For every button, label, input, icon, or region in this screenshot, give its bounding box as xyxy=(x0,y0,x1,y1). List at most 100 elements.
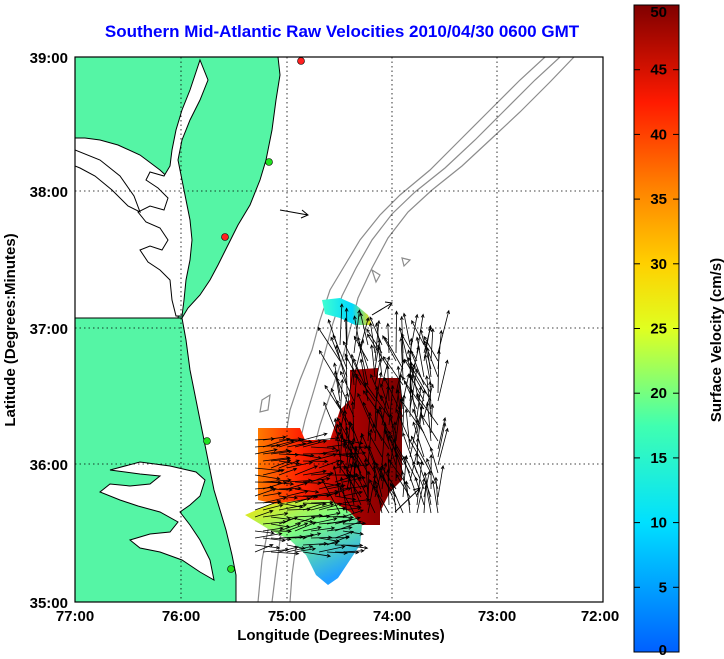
velocity-vector xyxy=(408,373,413,418)
velocity-vector xyxy=(423,335,439,362)
velocity-vector xyxy=(324,384,341,410)
colorbar-tick-label: 30 xyxy=(650,256,667,273)
velocity-vector xyxy=(416,477,426,514)
velocity-vector xyxy=(326,443,347,448)
velocity-vector xyxy=(270,449,293,455)
velocity-vector xyxy=(345,425,355,466)
x-tick: 74:00 xyxy=(373,608,411,625)
velocity-vector xyxy=(294,516,316,525)
velocity-vector xyxy=(411,319,425,346)
colorbar xyxy=(633,4,680,653)
velocity-vector xyxy=(353,373,359,410)
velocity-vector xyxy=(364,381,390,418)
velocity-vector xyxy=(342,530,364,536)
velocity-vector xyxy=(332,465,341,498)
velocity-vector xyxy=(359,358,369,402)
velocity-vector xyxy=(357,336,369,370)
y-tick: 35:00 xyxy=(30,595,68,612)
velocity-vector xyxy=(334,520,362,532)
velocity-vector xyxy=(437,416,447,450)
velocity-vector xyxy=(254,448,278,455)
velocity-vector xyxy=(302,532,322,539)
velocity-vector xyxy=(334,515,355,520)
velocity-vector xyxy=(302,551,332,558)
velocity-vector xyxy=(358,445,376,474)
colorbar-tick-label: 35 xyxy=(650,191,667,208)
velocity-vector xyxy=(348,438,369,474)
chesapeake-bay xyxy=(137,58,209,317)
velocity-vector xyxy=(254,474,281,481)
velocity-vector xyxy=(278,503,308,511)
velocity-patch-low xyxy=(245,500,362,585)
plot-border xyxy=(74,56,604,603)
velocity-vector xyxy=(254,532,283,539)
velocity-vector xyxy=(286,545,314,553)
velocity-vector xyxy=(342,509,365,518)
velocity-vector xyxy=(333,370,341,402)
velocity-vector xyxy=(366,333,390,370)
velocity-vector xyxy=(396,389,404,434)
graticule xyxy=(75,57,603,602)
velocity-vector xyxy=(278,438,305,448)
x-tick: 72:00 xyxy=(581,608,619,625)
velocity-vector xyxy=(317,326,341,362)
velocity-vector xyxy=(340,370,355,402)
velocity-vector xyxy=(310,535,333,540)
velocity-vector xyxy=(262,526,284,532)
velocity-vector xyxy=(388,430,404,458)
velocity-vector xyxy=(410,435,432,474)
velocity-vector xyxy=(310,473,333,483)
y-tick: 39:00 xyxy=(30,50,68,67)
velocity-vector xyxy=(302,432,328,441)
velocity-vector xyxy=(332,334,348,370)
velocity-vector xyxy=(430,327,435,362)
velocity-vector xyxy=(424,484,432,514)
velocity-vector xyxy=(339,434,344,474)
velocity-vector xyxy=(262,435,287,441)
y-tick: 38:00 xyxy=(30,184,68,201)
velocity-vector xyxy=(416,394,439,426)
velocity-vector xyxy=(388,384,395,426)
velocity-vector xyxy=(310,526,336,532)
velocity-vector xyxy=(262,496,288,504)
velocity-vector xyxy=(399,398,425,434)
velocity-vector xyxy=(302,525,322,532)
velocity-vector xyxy=(302,439,328,448)
velocity-vector xyxy=(302,469,327,476)
y-axis-label: Latitude (Degrees:Minutes) xyxy=(2,233,19,426)
velocity-vector xyxy=(436,349,441,394)
velocity-vector xyxy=(278,545,299,553)
colorbar-tick-label: 10 xyxy=(650,515,667,532)
velocity-vector xyxy=(428,380,432,410)
velocity-vector xyxy=(374,319,381,362)
velocity-vector xyxy=(372,423,390,450)
velocity-vector xyxy=(395,408,411,442)
velocity-vector xyxy=(402,455,418,498)
velocity-vector xyxy=(336,462,362,498)
velocity-vector xyxy=(278,495,299,500)
colorbar-tick-label: 25 xyxy=(650,321,667,338)
velocity-vector xyxy=(431,479,439,514)
velocity-vector xyxy=(254,500,282,511)
velocity-vector xyxy=(394,310,399,354)
y-tick: 37:00 xyxy=(30,321,68,338)
velocity-vector xyxy=(425,346,432,378)
velocity-vector xyxy=(318,545,346,553)
velocity-vector xyxy=(437,427,449,466)
velocity-vector xyxy=(346,437,356,474)
velocity-vector xyxy=(437,422,447,458)
velocity-vector xyxy=(355,472,376,514)
velocity-vector xyxy=(399,337,404,378)
velocity-vector xyxy=(278,459,301,469)
velocity-vector xyxy=(310,446,337,451)
velocity-vector xyxy=(339,378,345,418)
velocity-vector xyxy=(374,480,383,514)
velocity-vector xyxy=(278,516,299,525)
velocity-vector xyxy=(342,548,365,553)
velocity-vector xyxy=(430,403,435,434)
station-marker xyxy=(221,233,229,241)
velocity-vector xyxy=(374,338,382,370)
velocity-vector xyxy=(386,452,391,482)
velocity-vector xyxy=(330,387,348,426)
